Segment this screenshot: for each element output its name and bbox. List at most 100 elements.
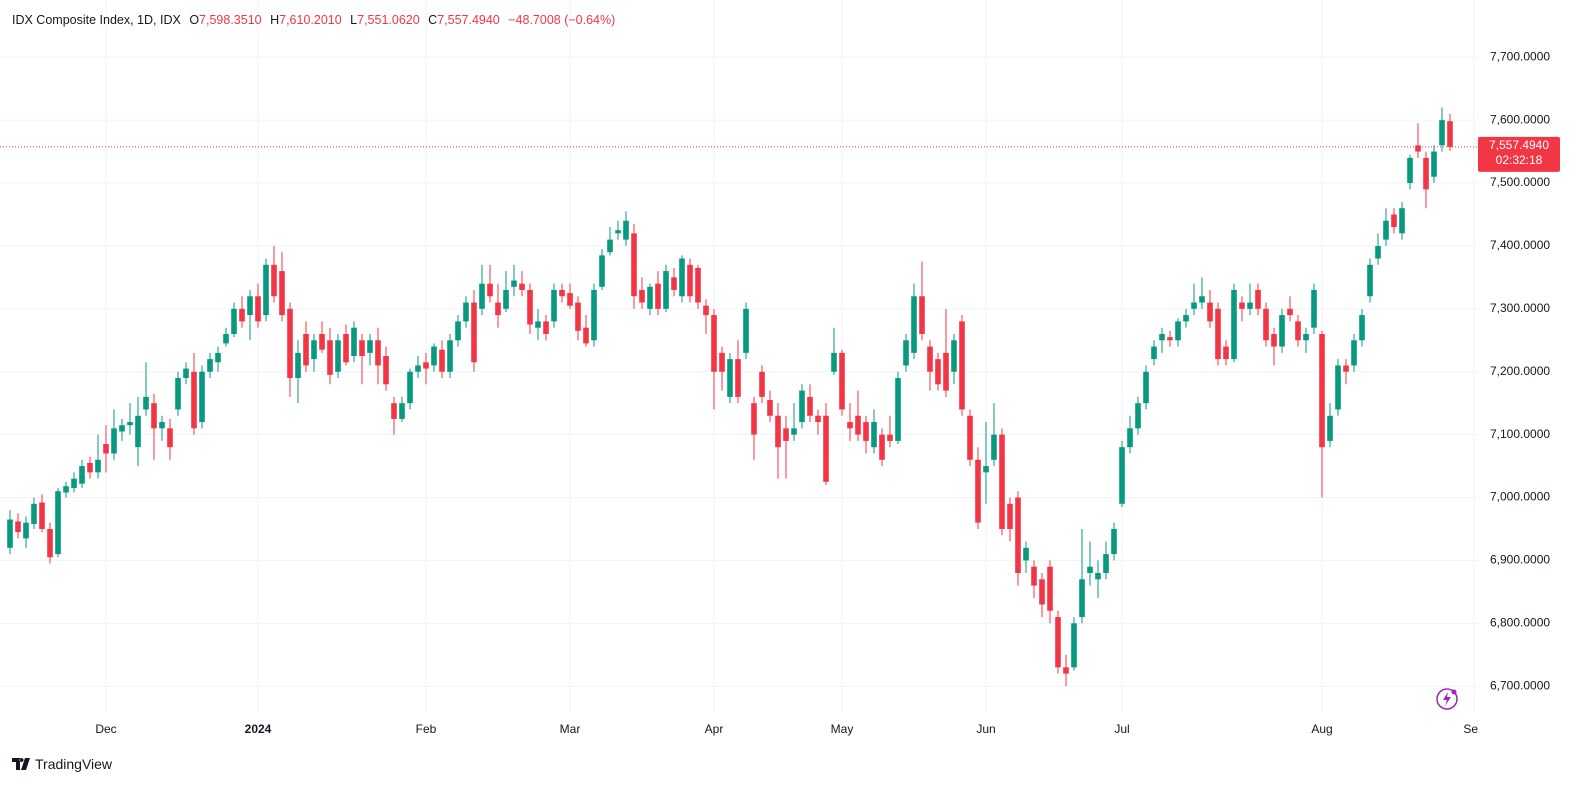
footer[interactable]: TradingView: [12, 756, 112, 772]
candle-body: [599, 255, 605, 287]
candle-body: [1087, 566, 1093, 573]
candle-body: [527, 289, 533, 325]
x-tick-label: Dec: [95, 722, 116, 736]
candle-body: [447, 340, 453, 372]
candle-body: [215, 352, 221, 363]
candle-body: [1079, 579, 1085, 618]
candle-body: [951, 340, 957, 372]
candle-body: [111, 428, 117, 454]
candle-body: [351, 327, 357, 356]
candle-body: [1335, 365, 1341, 410]
candle-body: [1303, 333, 1309, 341]
candle-body: [1143, 371, 1149, 404]
candle-body: [623, 220, 629, 240]
candle-body: [1047, 566, 1053, 611]
symbol-title: IDX Composite Index, 1D, IDX: [12, 13, 181, 27]
candle-body: [751, 403, 757, 435]
candle-body: [119, 425, 125, 432]
candle-body: [559, 289, 565, 297]
candle-body: [863, 422, 869, 441]
candle-body: [503, 289, 509, 309]
x-tick-label: Aug: [1311, 722, 1332, 736]
y-tick-label: 7,700.0000: [1490, 49, 1550, 63]
candle-body: [455, 321, 461, 341]
y-tick-label: 7,400.0000: [1490, 238, 1550, 252]
candle-body: [1039, 579, 1045, 605]
candle-body: [871, 422, 877, 448]
candle-body: [1183, 315, 1189, 322]
candle-body: [143, 396, 149, 410]
candle-body: [415, 365, 421, 372]
candle-body: [855, 415, 861, 435]
candle-body: [1023, 547, 1029, 561]
ohlc-value: 7,551.0620: [357, 13, 420, 27]
logo: [12, 758, 30, 770]
candle-body: [1031, 566, 1037, 586]
candle-body: [1295, 321, 1301, 341]
candle-body: [87, 462, 93, 473]
candle-body: [239, 308, 245, 322]
ohlc-value: 7,557.4940: [437, 13, 500, 27]
candle-body: [303, 333, 309, 366]
candle-body: [759, 371, 765, 397]
candle-body: [271, 264, 277, 297]
candle-body: [1367, 264, 1373, 297]
ohlc-key: O: [189, 13, 200, 27]
candle-body: [695, 267, 701, 303]
candle-body: [63, 486, 69, 493]
candle-body: [47, 528, 53, 558]
candle-body: [1055, 617, 1061, 668]
candle-body: [1159, 333, 1165, 341]
candle-body: [1311, 289, 1317, 328]
y-tick-label: 6,900.0000: [1490, 553, 1550, 567]
y-tick-label: 6,800.0000: [1490, 615, 1550, 629]
candle-body: [823, 415, 829, 482]
candle-body: [1359, 315, 1365, 341]
candle-body: [1239, 302, 1245, 309]
candle-body: [575, 302, 581, 331]
candle-body: [1399, 208, 1405, 234]
candle-body: [1391, 214, 1397, 228]
candle-body: [975, 459, 981, 523]
candle-body: [399, 403, 405, 419]
candle-body: [7, 519, 13, 548]
candle-body: [567, 293, 573, 306]
candle-body: [1103, 554, 1109, 573]
candle-body: [15, 521, 21, 533]
candle-body: [463, 302, 469, 322]
candle-body: [655, 283, 661, 309]
candle-body: [191, 371, 197, 429]
candle-body: [743, 308, 749, 353]
grid: Dec 2024 Feb Mar Apr May Jun Jul Aug Sep: [0, 0, 1485, 736]
candle-body: [1327, 415, 1333, 441]
candle-body: [967, 415, 973, 460]
candle-body: [1319, 333, 1325, 448]
candle-body: [991, 434, 997, 460]
candle-body: [1063, 667, 1069, 674]
candle-body: [1447, 121, 1453, 147]
candle-body: [263, 264, 269, 316]
candle-body: [319, 333, 325, 350]
candle-body: [1191, 302, 1197, 309]
candle-body: [1231, 289, 1237, 360]
ohlc-value: 7,610.2010: [279, 13, 342, 27]
candle-body: [943, 352, 949, 391]
candle-body: [1007, 503, 1013, 529]
candle-body: [79, 466, 85, 484]
candle-body: [1215, 308, 1221, 360]
candle-body: [135, 415, 141, 448]
candle-body: [1255, 289, 1261, 309]
candle-body: [375, 340, 381, 366]
candle-body: [1119, 447, 1125, 504]
candle-body: [279, 271, 285, 316]
candle-body: [383, 356, 389, 385]
candle-body: [407, 371, 413, 404]
price-axis: [1478, 0, 1586, 789]
x-tick-label: May: [831, 722, 854, 736]
candle-body: [639, 289, 645, 303]
change: −48.7008 (−0.64%): [508, 13, 616, 27]
candle-body: [231, 308, 237, 334]
candle-body: [471, 302, 477, 363]
candle-body: [1167, 337, 1173, 341]
